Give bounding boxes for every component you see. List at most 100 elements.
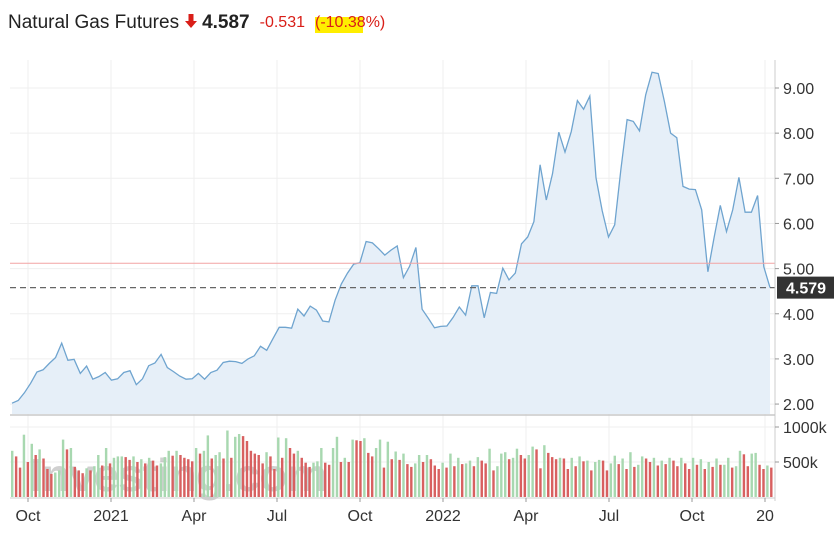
volume-bar	[18, 467, 22, 497]
volume-bar	[727, 457, 730, 497]
volume-bar	[93, 466, 96, 497]
volume-bar	[147, 457, 151, 497]
time-tick-label: Jul	[267, 508, 287, 525]
price-tick-label: 2.00	[783, 397, 814, 414]
volume-bar	[480, 460, 483, 497]
volume-bar	[85, 468, 88, 497]
volume-bar	[437, 469, 440, 497]
volume-bar	[202, 450, 206, 497]
volume-bar	[554, 459, 558, 497]
volume-bar	[284, 438, 288, 497]
volume-bar	[742, 454, 746, 497]
volume-tick-label: 500k	[783, 455, 819, 472]
volume-bar	[699, 459, 703, 497]
volume-bar	[339, 462, 343, 497]
volume-bar	[324, 462, 327, 497]
price-change-percent: (-10.38%)	[315, 14, 385, 33]
volume-bar	[210, 458, 213, 497]
volume-bar	[680, 457, 683, 497]
volume-bar	[187, 459, 190, 497]
volume-bar	[151, 460, 155, 497]
volume-bar	[382, 467, 386, 497]
volume-bar	[257, 455, 260, 497]
volume-bar	[159, 463, 163, 497]
volume-bar	[374, 448, 378, 497]
volume-bar	[523, 458, 527, 497]
volume-bar	[42, 458, 45, 497]
volume-bar	[500, 453, 503, 497]
volume-bar	[758, 464, 761, 497]
time-axis: Oct 2021 Apr Jul Oct 2022 Apr Jul Oct 20	[16, 498, 774, 525]
volume-bar	[762, 469, 765, 497]
volume-bar	[22, 434, 26, 497]
volume-bar	[54, 472, 57, 497]
volume-bar	[100, 465, 104, 497]
volume-bar	[38, 449, 41, 497]
volume-bar	[269, 456, 272, 497]
volume-bar	[116, 456, 120, 497]
volume-bar	[676, 466, 679, 497]
volume-bar	[476, 457, 480, 497]
volume-bar	[288, 448, 292, 497]
volume-bar	[65, 449, 69, 497]
volume-bar	[245, 441, 249, 497]
highlight-mark	[315, 17, 363, 33]
price-change: -0.531	[259, 14, 305, 31]
instrument-title: Natural Gas Futures	[8, 12, 180, 33]
price-tick-label: 6.00	[783, 216, 814, 233]
volume-bar	[421, 462, 425, 497]
time-tick-label: Oct	[348, 508, 373, 525]
volume-bar	[613, 455, 617, 497]
volume-bars	[11, 430, 773, 497]
volume-bar	[558, 457, 562, 497]
price-tick-label: 4.00	[783, 307, 814, 324]
volume-bar	[402, 453, 405, 497]
volume-bar	[234, 436, 237, 497]
volume-bar	[296, 450, 300, 497]
volume-bar	[57, 470, 61, 497]
time-tick-label: Oct	[680, 508, 705, 525]
volume-bar	[50, 473, 53, 497]
time-tick-label: 2021	[93, 508, 129, 525]
volume-bar	[531, 446, 534, 497]
volume-bar	[355, 440, 358, 497]
volume-bar	[124, 457, 127, 497]
volume-bar	[81, 473, 84, 497]
volume-bar	[292, 453, 296, 497]
volume-bar	[519, 455, 523, 497]
volume-bar	[472, 466, 476, 497]
volume-bar	[492, 470, 495, 497]
volume-bar	[414, 463, 417, 497]
volume-bar	[590, 470, 593, 497]
volume-bar	[112, 457, 116, 497]
volume-bar	[222, 458, 225, 497]
volume-bar	[637, 464, 640, 497]
volume-bar	[441, 462, 444, 497]
volume-bar	[586, 460, 589, 497]
volume-bar	[648, 462, 652, 497]
volume-bar	[312, 462, 315, 497]
price-axis: 2.00 3.00 4.00 5.00 6.00 7.00 8.00 9.00	[775, 81, 814, 414]
volume-bar	[449, 453, 452, 497]
volume-bar	[550, 457, 554, 497]
volume-bar	[194, 448, 198, 497]
time-tick-label: Oct	[16, 508, 41, 525]
volume-bar	[535, 449, 538, 497]
volume-bar	[668, 457, 671, 497]
volume-bar	[507, 459, 511, 497]
volume-bar	[273, 469, 276, 497]
volume-bar	[457, 457, 460, 497]
volume-bar	[144, 463, 147, 497]
volume-bar	[320, 448, 323, 497]
volume-bar	[241, 436, 245, 497]
volume-bar	[26, 462, 30, 497]
volume-bar	[249, 450, 253, 497]
volume-bar	[237, 434, 241, 497]
volume-bar	[570, 457, 573, 497]
volume-bar	[750, 453, 753, 497]
volume-bar	[609, 463, 613, 497]
volume-bar	[660, 460, 663, 497]
volume-bar	[574, 466, 577, 497]
volume-bar	[359, 441, 362, 497]
